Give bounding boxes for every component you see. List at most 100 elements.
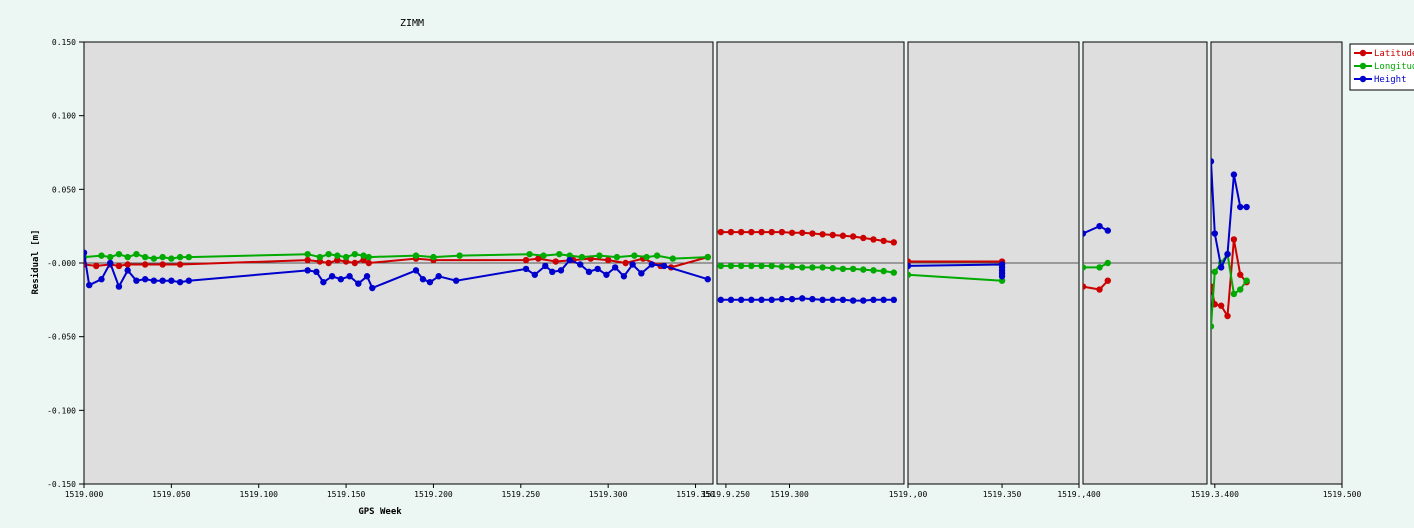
y-axis: 0.150 0.100 0.050 -0.000 -0.050 -0.100 -0.150: [47, 38, 84, 489]
panel-3: 1519.,00 1519.350 1519.,400: [889, 41, 1101, 499]
data-point-height: [880, 296, 887, 304]
data-point-longitude: [159, 253, 166, 261]
data-point-latitude: [334, 256, 341, 264]
data-point-longitude: [669, 255, 677, 262]
data-point-height: [150, 277, 158, 284]
data-point-longitude: [890, 269, 898, 276]
data-point-latitude: [124, 261, 131, 268]
legend-marker: [1359, 75, 1367, 83]
data-point-height: [1237, 203, 1244, 211]
data-point-longitude: [643, 253, 650, 261]
data-point-longitude: [360, 252, 367, 259]
y-tick-label: -0.100: [47, 406, 76, 415]
data-point-longitude: [849, 265, 857, 273]
data-point-longitude: [456, 252, 463, 259]
panel-1: 1519.000 1519.050 1519.100 1519.150 1519.200…: [65, 41, 715, 499]
data-point-longitude: [631, 252, 638, 259]
data-point-height: [577, 261, 584, 268]
data-point-longitude: [133, 250, 140, 258]
data-point-longitude: [748, 262, 755, 270]
data-point-height: [355, 280, 362, 287]
data-point-height: [1083, 230, 1087, 237]
x-tick-label: 1519.300: [770, 490, 809, 499]
data-point-longitude: [325, 250, 332, 258]
data-point-latitude: [880, 237, 887, 245]
data-point-longitude: [115, 250, 123, 258]
data-point-longitude: [727, 262, 735, 270]
series-group: [84, 249, 711, 292]
data-point-height: [557, 267, 565, 274]
data-point-height: [594, 265, 601, 273]
data-point-longitude: [185, 253, 193, 261]
data-point-height: [452, 277, 460, 284]
data-point-latitude: [93, 262, 100, 270]
data-point-longitude: [168, 255, 175, 262]
data-point-latitude: [768, 228, 775, 236]
data-point-latitude: [552, 258, 559, 265]
y-axis-label: Residual [m]: [30, 229, 41, 294]
data-point-longitude: [566, 252, 573, 259]
data-point-height: [620, 273, 628, 280]
data-point-longitude: [430, 253, 437, 261]
data-point-height: [829, 296, 836, 304]
data-point-longitude: [998, 277, 1006, 284]
data-point-height: [660, 262, 668, 270]
data-point-longitude: [141, 253, 149, 261]
data-point-height: [870, 296, 877, 304]
x-axis-label: GPS Week: [358, 507, 402, 517]
data-point-height: [778, 295, 786, 303]
x-tick-label: 1519.200: [414, 490, 453, 499]
data-point-latitude: [1230, 236, 1238, 243]
data-point-height: [115, 283, 123, 290]
series-group: [1083, 222, 1112, 293]
data-point-height: [566, 256, 573, 264]
data-point-latitude: [342, 258, 350, 265]
data-point-longitude: [1230, 290, 1238, 298]
data-point-longitude: [870, 267, 877, 274]
data-point-height: [585, 268, 593, 276]
data-point-longitude: [1211, 268, 1219, 276]
x-tick-label: 1519.,00: [889, 490, 928, 499]
data-point-latitude: [727, 228, 735, 236]
data-point-longitude: [1096, 264, 1103, 271]
data-point-height: [86, 281, 93, 289]
data-point-longitude: [351, 250, 359, 258]
data-point-height: [531, 271, 538, 278]
data-point-height: [1096, 222, 1103, 230]
data-point-latitude: [860, 234, 867, 242]
legend-label-longitude: Longitude: [1374, 62, 1414, 72]
data-point-height: [522, 265, 530, 273]
data-point-height: [320, 278, 327, 286]
data-point-height: [313, 268, 320, 276]
data-point-height: [849, 297, 857, 304]
data-point-longitude: [540, 252, 547, 259]
data-point-height: [737, 296, 745, 304]
x-tick-label: 1519.300: [589, 490, 628, 499]
data-point-longitude: [304, 250, 311, 258]
data-point-latitude: [115, 262, 123, 270]
data-point-height: [717, 296, 725, 304]
data-point-latitude: [758, 228, 765, 236]
data-point-longitude: [717, 262, 725, 270]
x-tick-label: 1519.150: [327, 490, 366, 499]
data-point-height: [1230, 171, 1238, 178]
data-point-longitude: [98, 252, 105, 259]
data-point-height: [788, 295, 796, 303]
data-point-height: [611, 264, 619, 271]
data-point-height: [549, 268, 556, 276]
data-point-longitude: [613, 253, 621, 261]
data-point-height: [159, 277, 166, 284]
data-point-latitude: [351, 259, 359, 267]
data-point-height: [185, 277, 193, 284]
data-point-height: [1224, 250, 1231, 258]
data-point-height: [603, 271, 610, 278]
legend-marker: [1359, 62, 1367, 70]
data-point-longitude: [578, 253, 586, 261]
data-point-height: [141, 276, 149, 283]
data-point-height: [304, 267, 311, 274]
x-tick-label: 1519.3.400: [1191, 490, 1239, 499]
data-point-latitude: [365, 259, 372, 267]
data-point-longitude: [365, 253, 372, 261]
data-point-height: [638, 270, 645, 277]
